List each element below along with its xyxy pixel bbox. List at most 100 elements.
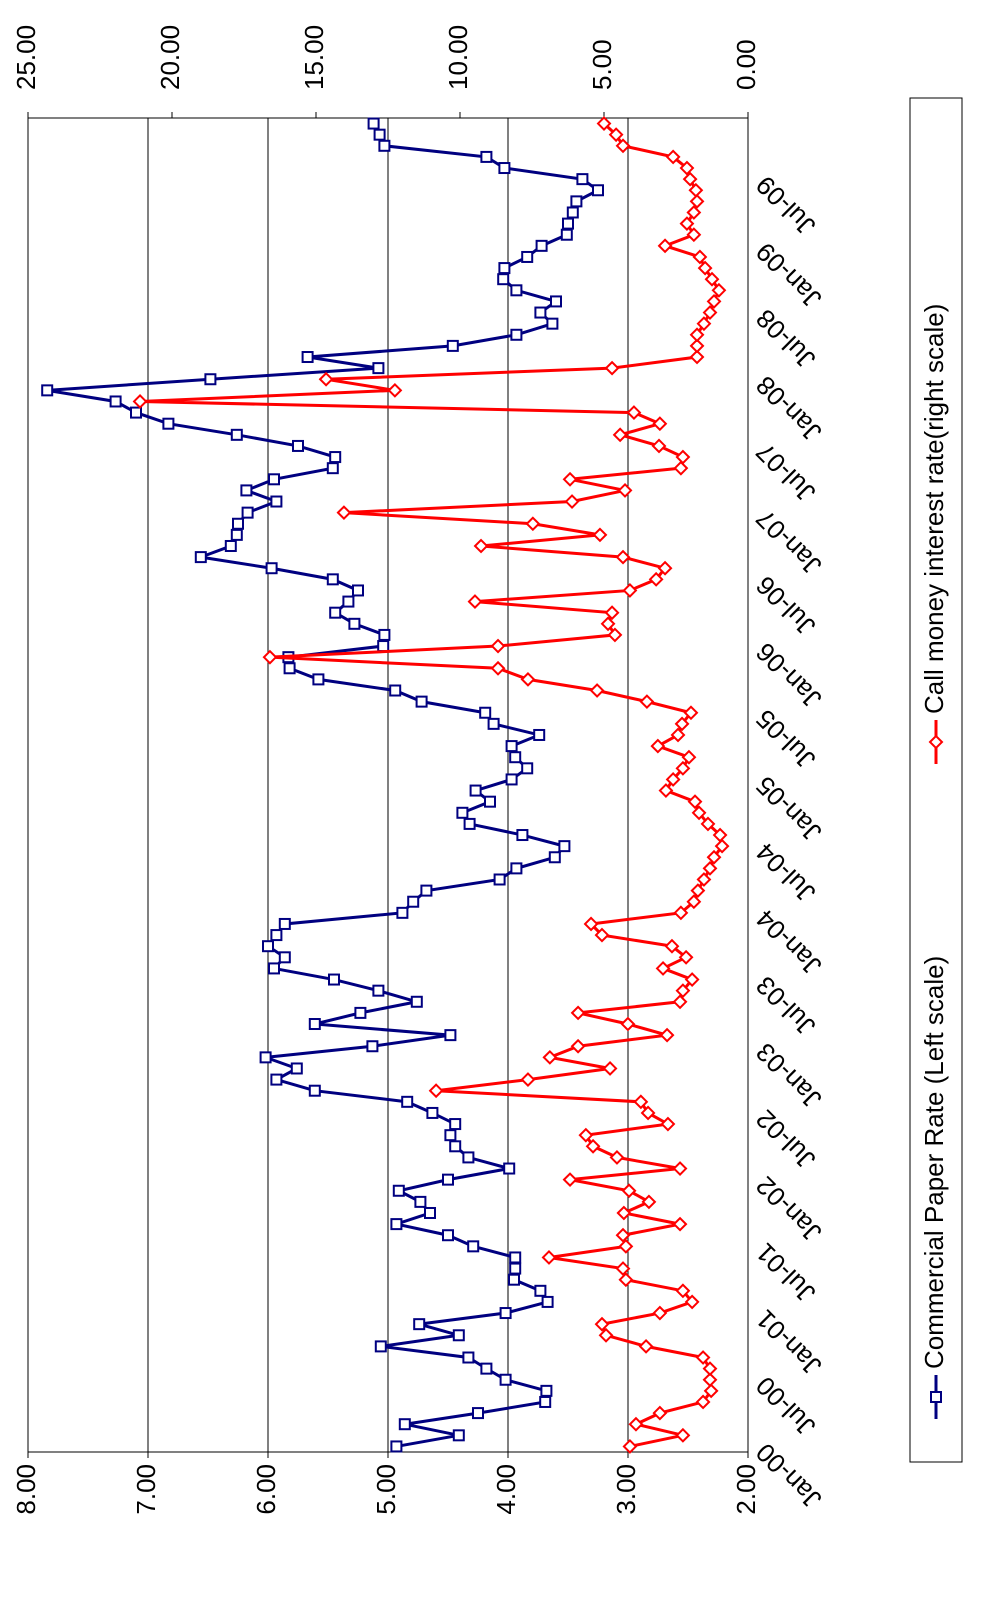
- point: [681, 749, 697, 765]
- point: [270, 495, 283, 508]
- point: [618, 1272, 634, 1288]
- point: [621, 1183, 637, 1199]
- point: [452, 1329, 465, 1342]
- point: [390, 1218, 403, 1231]
- point: [262, 649, 278, 665]
- point: [608, 127, 624, 143]
- point: [499, 1373, 512, 1386]
- point: [467, 594, 483, 609]
- point: [278, 917, 291, 930]
- point: [520, 1072, 536, 1088]
- point: [312, 673, 325, 686]
- point: [442, 1229, 454, 1242]
- point: [692, 249, 708, 265]
- point: [617, 482, 633, 498]
- point: [696, 316, 712, 332]
- point: [444, 1129, 457, 1142]
- legend-box: [909, 97, 963, 1463]
- point: [329, 451, 342, 464]
- point: [374, 1340, 387, 1353]
- point: [407, 895, 420, 908]
- point: [626, 405, 642, 421]
- point: [664, 938, 680, 954]
- point: [505, 773, 518, 786]
- point: [600, 616, 616, 632]
- y-tick-label: 5.00: [371, 1464, 401, 1515]
- point: [446, 339, 459, 352]
- point: [673, 905, 689, 921]
- point: [648, 571, 664, 587]
- point: [546, 317, 559, 330]
- point: [696, 872, 712, 887]
- point: [521, 762, 534, 775]
- point: [651, 438, 667, 454]
- y2-tick-label: 0.00: [731, 39, 761, 90]
- point: [396, 906, 409, 919]
- point: [318, 371, 334, 387]
- point: [706, 849, 722, 865]
- point: [479, 706, 492, 719]
- point: [612, 427, 628, 443]
- point: [689, 349, 705, 365]
- point: [510, 328, 523, 341]
- point: [589, 683, 605, 698]
- point: [262, 940, 274, 953]
- y-tick-label: 8.00: [11, 1464, 41, 1515]
- point: [367, 117, 380, 130]
- point: [652, 1405, 668, 1421]
- point: [682, 171, 698, 187]
- point: [366, 1040, 379, 1053]
- point: [463, 817, 476, 830]
- point: [449, 1140, 462, 1153]
- point: [392, 1184, 405, 1197]
- point: [292, 439, 304, 452]
- point: [622, 583, 638, 598]
- point: [497, 273, 510, 286]
- point: [230, 528, 243, 541]
- point: [570, 195, 583, 208]
- point: [336, 505, 352, 521]
- point: [704, 271, 720, 287]
- point: [602, 1061, 618, 1076]
- point: [378, 139, 391, 152]
- point: [679, 216, 695, 232]
- point: [377, 640, 390, 653]
- point: [270, 929, 283, 942]
- point: [204, 373, 217, 386]
- point: [628, 1416, 644, 1432]
- point: [521, 250, 534, 263]
- point: [426, 1106, 439, 1119]
- point: [615, 138, 631, 154]
- point: [224, 539, 237, 552]
- point: [232, 517, 244, 530]
- y-tick-label: 4.00: [491, 1464, 521, 1515]
- point: [301, 351, 314, 364]
- point: [633, 1094, 649, 1110]
- point: [657, 238, 673, 254]
- point: [674, 716, 690, 732]
- point: [585, 1138, 601, 1154]
- point: [498, 162, 511, 175]
- point: [283, 662, 296, 675]
- point: [398, 1418, 411, 1431]
- point: [576, 173, 589, 186]
- point: [583, 916, 599, 932]
- point: [620, 1016, 636, 1032]
- plot-border: [27, 117, 749, 1453]
- point: [548, 851, 561, 864]
- series-line: [46, 122, 601, 1448]
- legend-label: Call money interest rate(right scale): [919, 304, 949, 714]
- point: [703, 1383, 719, 1399]
- point: [652, 416, 668, 432]
- point: [162, 417, 175, 430]
- point: [686, 205, 702, 220]
- point: [675, 1283, 691, 1299]
- point: [424, 1206, 436, 1219]
- point: [684, 972, 700, 987]
- y2-tick-label: 25.00: [11, 25, 41, 90]
- point: [535, 239, 548, 252]
- point: [622, 1439, 638, 1454]
- y-tick-label: 3.00: [611, 1464, 641, 1515]
- point: [683, 705, 699, 721]
- point: [657, 560, 673, 576]
